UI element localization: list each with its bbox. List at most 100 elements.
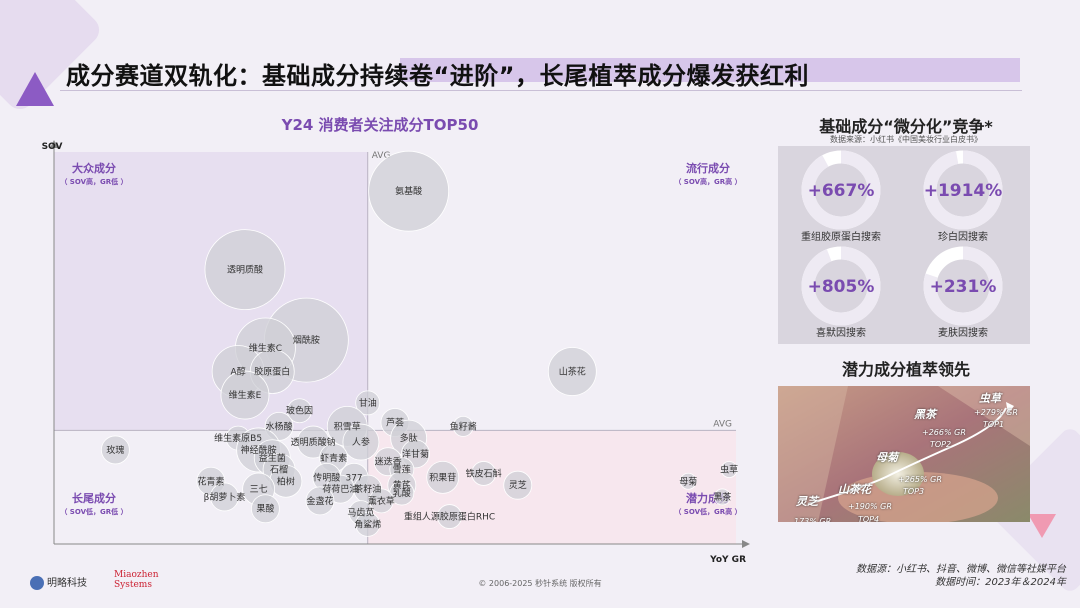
- bubble: [342, 423, 380, 461]
- donut-grid: +667% 重组胶原蛋白搜索 +1914% 珍白因搜索 +805% 喜默因搜索 +231% 麦…: [801, 150, 1003, 339]
- bubble-label: 茶籽油: [354, 483, 381, 495]
- bubble: [220, 370, 270, 420]
- bubble-label: 积雪草: [334, 420, 361, 432]
- bubble: [100, 435, 130, 465]
- bubble-label: 维生素原B5: [214, 432, 262, 444]
- bubble-label: 洋甘菊: [402, 448, 429, 460]
- bubble: [547, 347, 597, 396]
- donut-label: 珍白因搜索: [938, 230, 988, 243]
- logo2-line1: Miaozhen: [114, 570, 159, 580]
- triangle-decoration: [16, 72, 54, 106]
- bubble-label: 灵芝: [509, 479, 527, 491]
- bubble: [355, 390, 381, 416]
- bubble-label: 水杨酸: [266, 420, 293, 432]
- donut-value: +231%: [930, 277, 997, 297]
- bubble-label: 果酸: [256, 504, 274, 515]
- bubble-label: 黑茶: [713, 491, 731, 503]
- bubble: [355, 511, 381, 537]
- bubble: [713, 488, 731, 506]
- bubble-label: 神经酰胺: [241, 444, 277, 456]
- plant-gr-label: 173% GR: [794, 517, 832, 522]
- x-axis-label: YoY GR: [709, 555, 746, 565]
- donut-panel: +667% 重组胶原蛋白搜索 +1914% 珍白因搜索 +805% 喜默因搜索 +231% 麦…: [778, 146, 1030, 344]
- bubble: [452, 415, 474, 437]
- bubble-label: 迷迭香: [375, 456, 402, 468]
- bubble-label: 重组人源胶原蛋白RHC: [404, 511, 495, 523]
- bubble-label: 雪莲: [393, 464, 411, 476]
- plant-name-label: 母菊: [876, 451, 898, 464]
- bubble: [210, 482, 239, 512]
- title-highlight-bar: [400, 58, 1020, 82]
- bubble: [368, 488, 394, 514]
- bubble: [296, 425, 330, 459]
- bubble: [503, 470, 533, 500]
- bubble-label: 玻色因: [286, 405, 313, 417]
- hands-plant-photo: 虫草 +279% GR TOP1 黑茶 +266% GR TOP2 母菊 +265% GR TO…: [778, 386, 1030, 522]
- bubble-label: 马齿苋: [347, 508, 374, 519]
- bubble: [679, 472, 697, 490]
- x-axis-arrow: [742, 540, 750, 548]
- donut-label: 麦肤因搜索: [938, 326, 988, 339]
- quadrant-sub-bottom-left: （ SOV低，GR低 ）: [60, 507, 127, 516]
- bubble-label: 人参: [352, 436, 370, 448]
- bubble-label: 透明质酸钠: [291, 436, 336, 448]
- donut-value: +1914%: [924, 181, 1003, 201]
- quadrant-title-top-left: 大众成分: [72, 161, 116, 175]
- bubble-label: 传明酸: [313, 471, 340, 483]
- bubble: [251, 494, 280, 524]
- plant-gr-label: +279% GR: [974, 408, 1018, 417]
- logo2-line2: Systems: [114, 580, 152, 590]
- bubble-label: 母菊: [679, 476, 697, 487]
- bubble-label: 金盏花: [306, 495, 333, 507]
- donut-section-title: 基础成分“微分化”竞争*: [819, 117, 993, 136]
- quadrant-sub-bottom-right: （ SOV低，GR高 ）: [674, 507, 741, 516]
- page-title: 成分赛道双轨化：基础成分持续卷“进阶”，长尾植萃成分爆发获红利: [66, 62, 810, 90]
- donut-label: 重组胶原蛋白搜索: [801, 230, 881, 243]
- bubble-label: 花青素: [197, 475, 224, 487]
- bubble: [305, 486, 335, 516]
- bubble-label: 虾青素: [320, 452, 347, 464]
- photo-illustration: [778, 386, 1030, 522]
- bubble: [471, 461, 497, 486]
- donut-value: +805%: [808, 277, 875, 297]
- plant-rank-label: TOP4: [858, 515, 880, 522]
- logo-text: 明略科技: [47, 578, 87, 589]
- plant-name-label: 虫草: [979, 392, 1001, 405]
- bubble-label: 377: [345, 473, 362, 483]
- quadrant-sub-top-left: （ SOV高，GR低 ）: [60, 177, 127, 186]
- data-time-line: 数据时间：2023年＆2024年: [935, 577, 1066, 588]
- title-divider: [60, 90, 1022, 91]
- bubble-label: 石榴: [270, 464, 288, 476]
- quadrant-sub-top-right: （ SOV高，GR高 ）: [674, 177, 741, 186]
- plant-rank-label: TOP3: [903, 487, 925, 496]
- bubble-label: 荷荷巴油: [322, 483, 358, 495]
- donut-fill: [923, 150, 1003, 230]
- bubble: [204, 229, 286, 311]
- bubble-label: 益生菌: [259, 452, 286, 464]
- bubble: [287, 398, 312, 424]
- bubble-label: 鱼籽酱: [450, 420, 477, 432]
- donut-label: 喜默因搜索: [816, 326, 866, 339]
- triangle-decoration: [1028, 514, 1056, 538]
- bubble-label: 维生素E: [229, 389, 262, 401]
- plant-rank-label: TOP1: [983, 420, 1005, 429]
- donut-fill: [923, 246, 1003, 326]
- y-axis-arrow: [50, 140, 58, 148]
- mininglamp-logo: 明略科技: [30, 574, 87, 590]
- chart-title: Y24 消费者关注成分TOP50: [281, 116, 479, 134]
- plant-name-label: 黑茶: [914, 408, 936, 421]
- bubble-label: 山茶花: [559, 366, 586, 378]
- bubble-chart: AVG AVG SOV YoY GR 大众成分 （ SOV高，GR低 ） 流行成分 （ SOV…: [42, 140, 750, 565]
- bubble-label: 透明质酸: [227, 264, 263, 276]
- plant-gr-label: +266% GR: [922, 428, 966, 437]
- avg-label-horizontal: AVG: [713, 419, 732, 429]
- quadrant-title-top-right: 流行成分: [686, 161, 730, 175]
- bubble-label: 氨基酸: [395, 185, 422, 197]
- plant-rank-label: TOP2: [930, 440, 952, 449]
- bubble-label: 芦荟: [386, 416, 404, 428]
- bubble-label: 积果苷: [429, 471, 456, 483]
- bubble-label: 铁皮石斛: [466, 467, 502, 479]
- bubble-label: 角鲨烯: [354, 518, 381, 530]
- donut-source: 数据来源：小红书《中国美妆行业白皮书》: [830, 135, 982, 144]
- logo-icon: [30, 576, 44, 590]
